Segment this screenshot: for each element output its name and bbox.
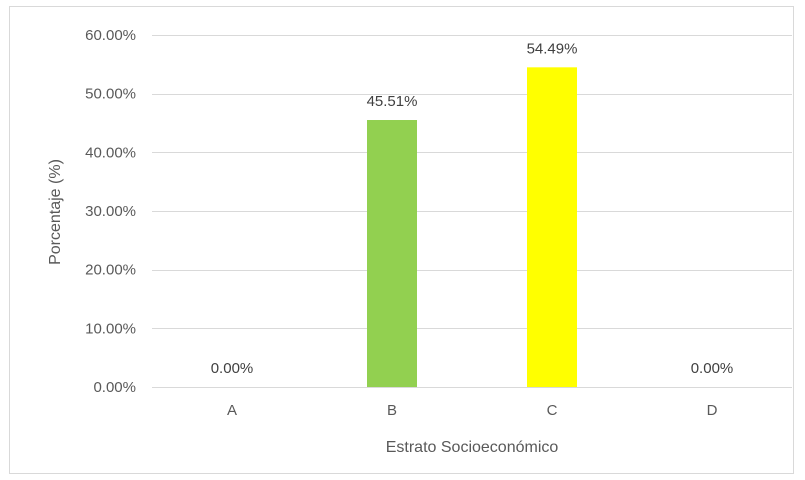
y-tick-label: 60.00% — [85, 27, 136, 44]
y-tick-label: 30.00% — [85, 203, 136, 220]
data-label: 54.49% — [527, 40, 578, 57]
bar-b — [367, 120, 417, 388]
x-tick-label: D — [707, 402, 718, 419]
data-label: 45.51% — [367, 93, 418, 110]
y-tick-label: 50.00% — [85, 86, 136, 103]
x-tick-label: A — [227, 402, 237, 419]
x-tick-label: B — [387, 402, 397, 419]
y-tick-label: 0.00% — [93, 379, 136, 396]
data-label: 0.00% — [211, 360, 254, 377]
bars — [367, 67, 577, 388]
y-tick-label: 40.00% — [85, 144, 136, 161]
y-tick-labels: 0.00% 10.00% 20.00% 30.00% 40.00% 50.00% 60.00… — [85, 27, 136, 396]
gridlines — [152, 35, 792, 329]
x-tick-labels: A B C D — [227, 402, 718, 419]
x-tick-label: C — [547, 402, 558, 419]
data-label: 0.00% — [691, 360, 734, 377]
x-axis-title: Estrato Socioeconómico — [386, 439, 559, 456]
y-tick-label: 20.00% — [85, 262, 136, 279]
data-labels: 0.00% 45.51% 54.49% 0.00% — [211, 40, 734, 377]
y-tick-label: 10.00% — [85, 320, 136, 337]
bar-c — [527, 67, 577, 388]
y-axis-title: Porcentaje (%) — [47, 159, 64, 265]
